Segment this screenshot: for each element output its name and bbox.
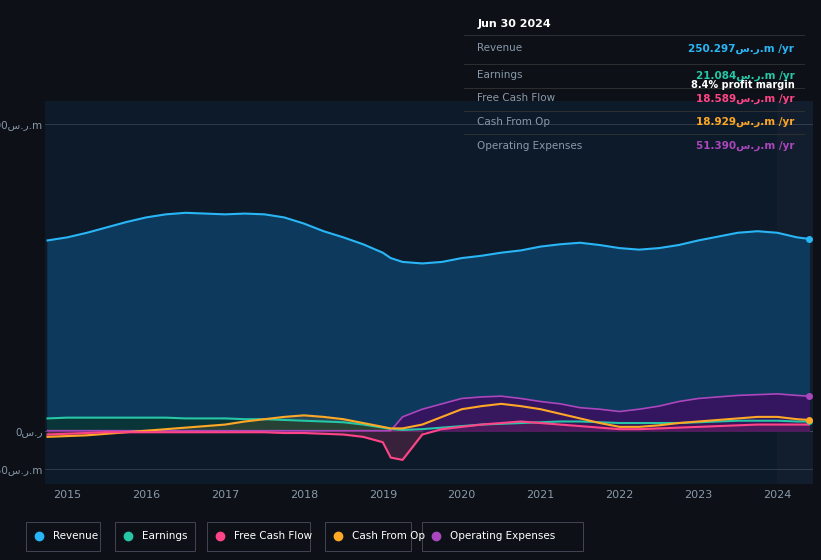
Text: 51.390س.ر.m /yr: 51.390س.ر.m /yr [696, 141, 795, 151]
Text: Revenue: Revenue [53, 531, 99, 541]
Text: Earnings: Earnings [478, 71, 523, 81]
Text: Revenue: Revenue [478, 44, 523, 53]
Text: Free Cash Flow: Free Cash Flow [478, 94, 556, 104]
Text: 21.084س.ر.m /yr: 21.084س.ر.m /yr [695, 70, 795, 81]
Text: Operating Expenses: Operating Expenses [478, 141, 583, 151]
Text: 250.297س.ر.m /yr: 250.297س.ر.m /yr [689, 43, 795, 54]
Text: Operating Expenses: Operating Expenses [450, 531, 555, 541]
Text: Earnings: Earnings [143, 531, 188, 541]
Text: 18.589س.ر.m /yr: 18.589س.ر.m /yr [696, 94, 795, 104]
Text: Free Cash Flow: Free Cash Flow [235, 531, 313, 541]
Text: Cash From Op: Cash From Op [478, 116, 551, 127]
Text: 18.929س.ر.m /yr: 18.929س.ر.m /yr [696, 116, 795, 127]
Text: Jun 30 2024: Jun 30 2024 [478, 19, 551, 29]
Text: 8.4% profit margin: 8.4% profit margin [690, 81, 795, 90]
Text: Cash From Op: Cash From Op [352, 531, 425, 541]
Bar [777, 101, 813, 484]
